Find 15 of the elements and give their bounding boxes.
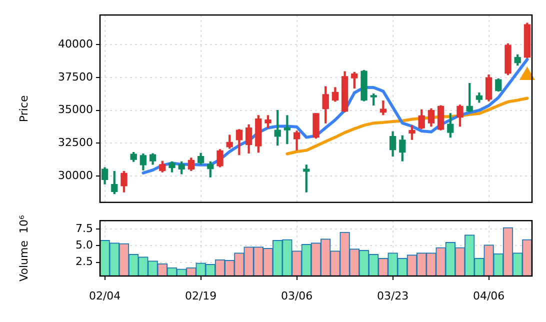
x-tick-label: 02/19 xyxy=(184,289,217,302)
y-tick-label: 37500 xyxy=(58,70,93,84)
y-axis-title: Price xyxy=(17,95,30,122)
y-tick-label: 40000 xyxy=(58,37,93,50)
y-tick-label: 32500 xyxy=(58,136,93,150)
y-tick-label: 35000 xyxy=(58,103,93,116)
y-tick-label: 5.0 xyxy=(76,238,93,252)
x-tick-label: 02/04 xyxy=(88,289,121,302)
y-axis-title: Volume 10⁶ xyxy=(17,214,30,282)
y-tick-label: 2.5 xyxy=(76,255,93,268)
y-tick-label: 7.5 xyxy=(76,222,93,235)
y-tick-label: 30000 xyxy=(58,168,93,182)
x-tick-label: 03/06 xyxy=(280,289,313,302)
x-tick-label: 04/06 xyxy=(472,289,505,302)
x-tick-label: 03/23 xyxy=(376,289,409,302)
